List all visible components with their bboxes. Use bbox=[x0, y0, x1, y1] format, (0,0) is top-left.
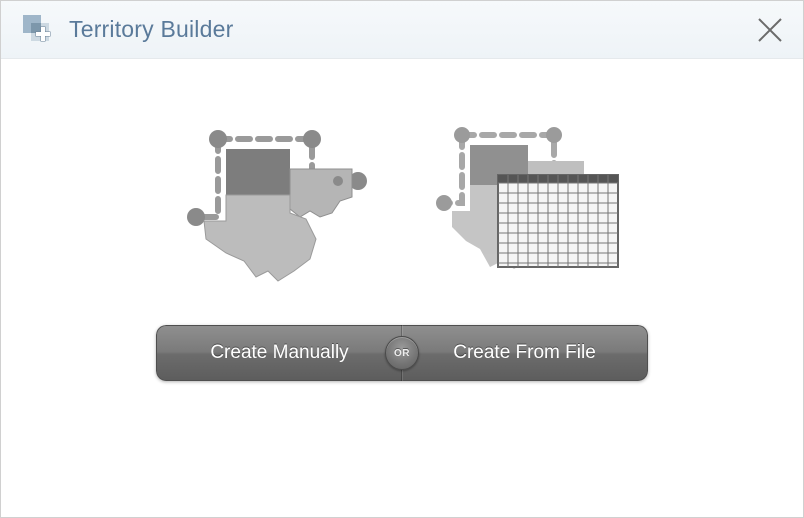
illustration-row bbox=[1, 59, 803, 291]
close-button[interactable] bbox=[755, 15, 785, 45]
close-icon bbox=[755, 15, 785, 45]
spreadsheet-icon bbox=[498, 175, 618, 267]
or-label: OR bbox=[394, 348, 410, 359]
action-button-bar: Create Manually OR Create From File bbox=[156, 325, 648, 381]
create-from-file-label: Create From File bbox=[453, 342, 596, 364]
dialog-content: Create Manually OR Create From File bbox=[1, 59, 803, 517]
territory-builder-icon bbox=[21, 13, 55, 47]
create-manually-label: Create Manually bbox=[210, 342, 348, 364]
create-manually-illustration bbox=[182, 121, 372, 291]
create-manually-button[interactable]: Create Manually bbox=[156, 325, 402, 381]
create-from-file-illustration bbox=[432, 121, 622, 291]
create-from-file-button[interactable]: Create From File bbox=[402, 325, 648, 381]
dialog-header: Territory Builder bbox=[1, 1, 803, 59]
or-badge: OR bbox=[385, 336, 419, 370]
dialog-title: Territory Builder bbox=[69, 16, 233, 43]
